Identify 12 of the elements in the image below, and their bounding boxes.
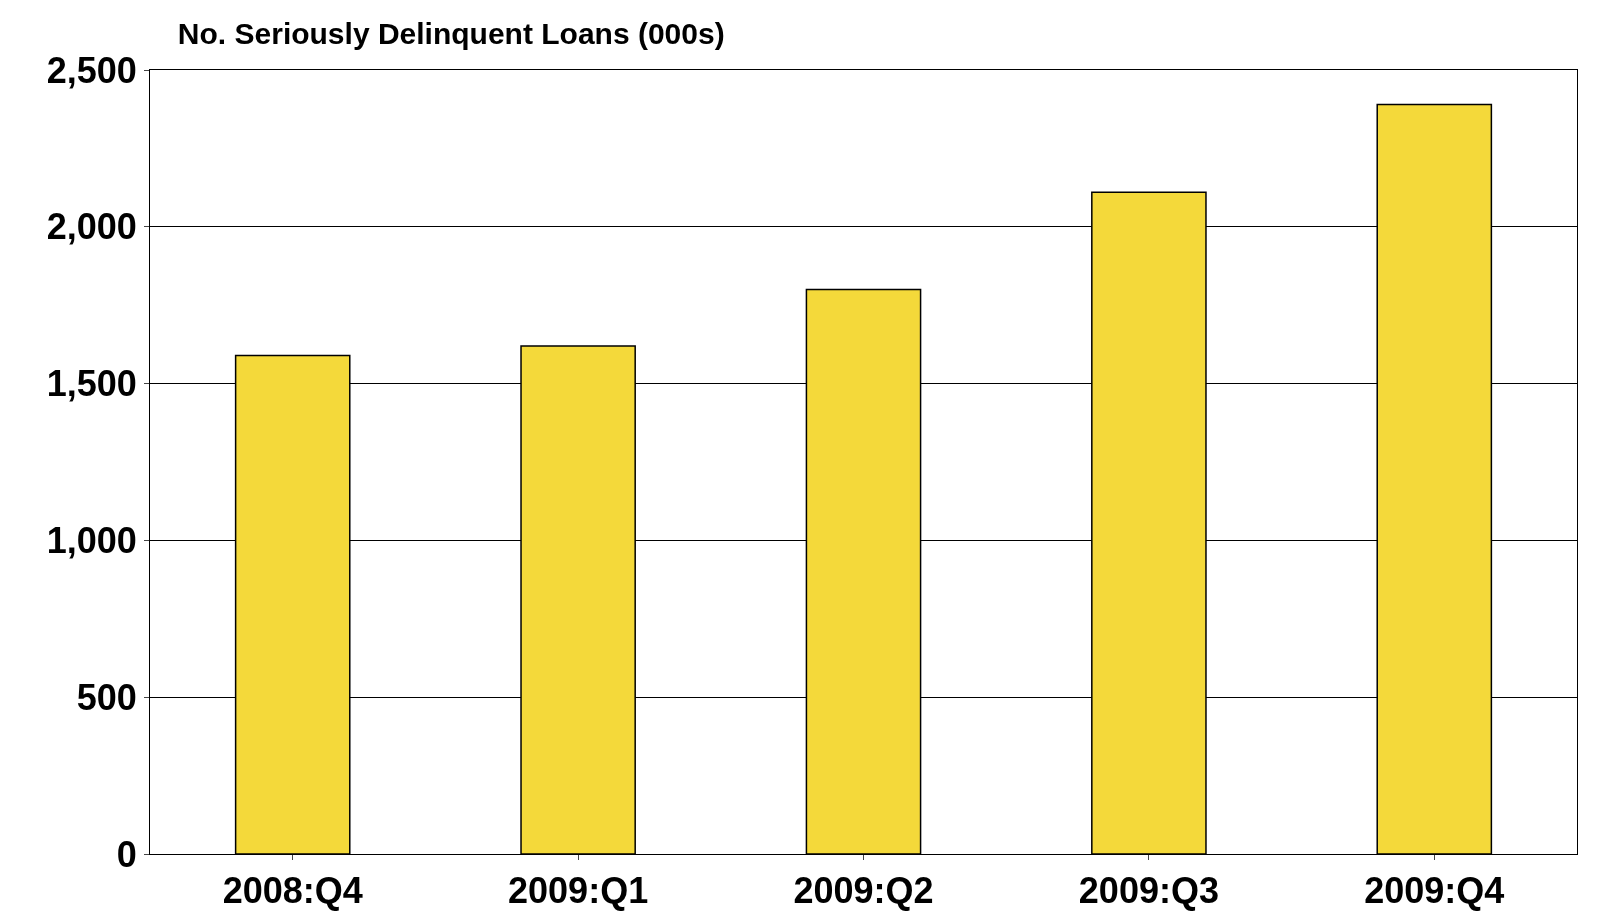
- x-tick-label: 2009:Q2: [793, 870, 934, 912]
- x-tick-label: 2008:Q4: [222, 870, 363, 912]
- y-tick-label: 2,000: [46, 206, 137, 248]
- y-tick-label: 1,500: [46, 363, 137, 405]
- x-tick-label: 2009:Q1: [508, 870, 649, 912]
- y-tick-label: 500: [76, 676, 137, 718]
- y-tick-label: 2,500: [46, 49, 137, 91]
- x-tick-label: 2009:Q4: [1364, 870, 1505, 912]
- y-tick-label: 1,000: [46, 520, 137, 561]
- y-tick-label: 0: [116, 833, 137, 875]
- x-tick-label: 2009:Q3: [1078, 870, 1219, 912]
- chart-title: No. Seriously Delinquent Loans (000s): [177, 17, 725, 51]
